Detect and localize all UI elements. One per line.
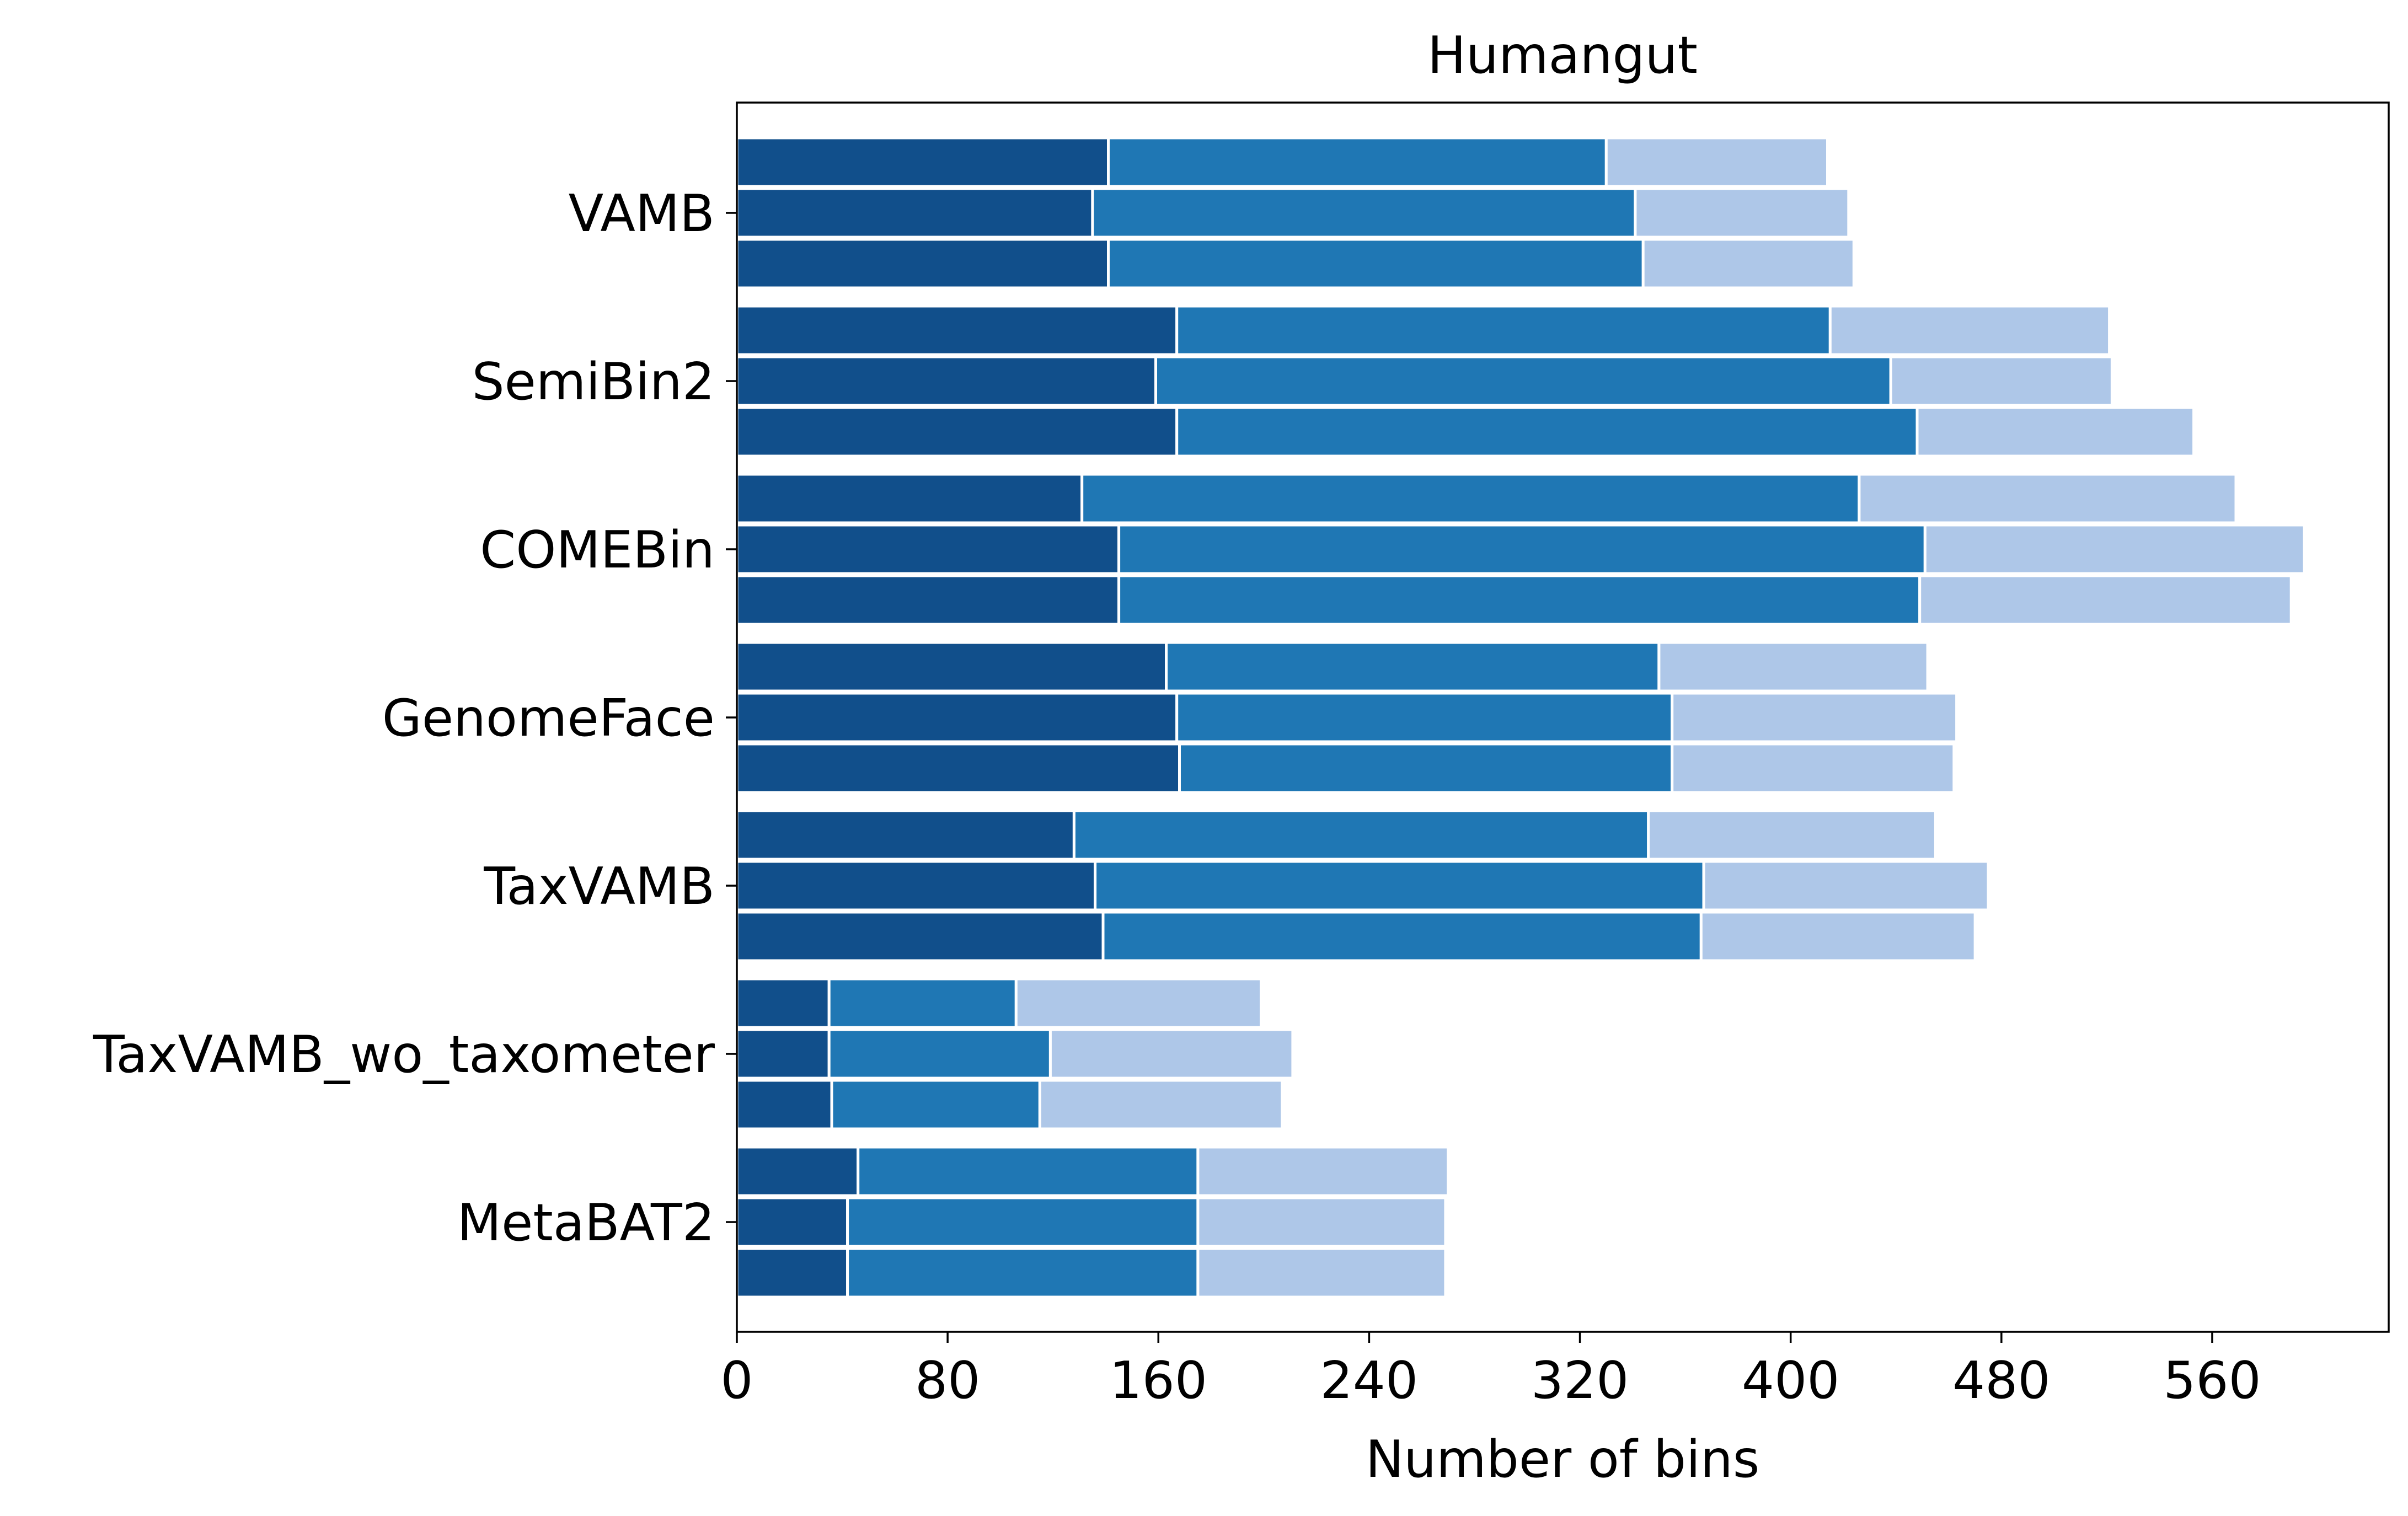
bar-segment xyxy=(735,523,1121,575)
bar-segment xyxy=(857,1145,1200,1197)
bar-segment xyxy=(1175,692,1674,743)
bar-segment xyxy=(735,910,1105,962)
bar-segment xyxy=(1014,977,1263,1029)
bar-segment xyxy=(735,238,1110,290)
y-tick-label: VAMB xyxy=(569,184,715,243)
bar-segment xyxy=(735,742,1181,794)
bar-segment xyxy=(1165,641,1661,693)
bar-segment xyxy=(1091,187,1637,239)
bar-segment xyxy=(1048,1028,1294,1080)
x-tick-label: 0 xyxy=(720,1351,753,1410)
bar-segment xyxy=(1117,523,1927,575)
bar-segment xyxy=(1178,742,1674,794)
y-tick-label: TaxVAMB_wo_taxometer xyxy=(93,1025,715,1084)
bar-segment xyxy=(1196,1145,1450,1197)
bar-segment xyxy=(1101,910,1703,962)
y-tick-label: SemiBin2 xyxy=(472,352,715,411)
bar-segment xyxy=(735,1028,831,1080)
bar-segment xyxy=(1038,1079,1284,1131)
bar-segment xyxy=(1107,238,1645,290)
bar-segment xyxy=(1657,641,1929,693)
y-tick-label: TaxVAMB xyxy=(483,856,715,916)
bar-segment xyxy=(735,473,1084,524)
bar-segment xyxy=(735,1196,849,1248)
y-tick-label: MetaBAT2 xyxy=(457,1193,715,1252)
bar-segment xyxy=(1072,809,1650,861)
bar-segment xyxy=(1094,860,1705,912)
bar-segment xyxy=(1154,355,1892,407)
bar-segment xyxy=(827,1028,1052,1080)
bar-segment xyxy=(1604,136,1829,188)
bar-segment xyxy=(735,1079,833,1131)
ticks-layer: VAMB SemiBin2 COMEBin GenomeFace TaxVAMB TaxV… xyxy=(93,184,2261,1410)
bar-segment xyxy=(1175,304,1832,356)
bar-segment xyxy=(1671,742,1956,794)
y-tick-label: COMEBin xyxy=(480,520,715,580)
bar-segment xyxy=(1117,574,1922,626)
bar-segment xyxy=(1641,238,1855,290)
bar-segment xyxy=(1702,860,1990,912)
x-tick-label: 160 xyxy=(1110,1351,1208,1410)
bar-segment xyxy=(735,355,1157,407)
bar-segment xyxy=(735,641,1168,693)
x-tick-label: 80 xyxy=(915,1351,980,1410)
bar-segment xyxy=(1175,406,1919,458)
bar-segment xyxy=(1647,809,1937,861)
bars-layer xyxy=(735,136,2306,1299)
bar-segment xyxy=(735,574,1121,626)
bar-segment xyxy=(846,1196,1200,1248)
x-tick-label: 320 xyxy=(1531,1351,1629,1410)
bar-segment xyxy=(830,1079,1041,1131)
bar-segment xyxy=(1858,473,2238,524)
bar-segment xyxy=(735,977,831,1029)
bar-segment xyxy=(735,692,1179,743)
bar-segment xyxy=(735,136,1110,188)
x-tick-label: 400 xyxy=(1742,1351,1840,1410)
x-tick-label: 240 xyxy=(1320,1351,1419,1410)
bar-segment xyxy=(1923,523,2306,575)
bar-segment xyxy=(1080,473,1861,524)
bar-segment xyxy=(735,406,1179,458)
bar-segment xyxy=(1915,406,2196,458)
bar-segment xyxy=(846,1247,1200,1299)
bar-segment xyxy=(1196,1247,1447,1299)
bar-segment xyxy=(1671,692,1958,743)
bar-segment xyxy=(735,304,1179,356)
bar-segment xyxy=(1107,136,1608,188)
bar-segment xyxy=(735,1247,849,1299)
x-axis-label: Number of bins xyxy=(1366,1429,1760,1489)
bar-segment xyxy=(735,809,1075,861)
bar-segment xyxy=(735,1145,860,1197)
x-tick-label: 560 xyxy=(2163,1351,2261,1410)
bar-segment xyxy=(1828,304,2111,356)
bar-segment xyxy=(735,860,1097,912)
bar-segment xyxy=(1196,1196,1447,1248)
bar-segment xyxy=(1699,910,1977,962)
bar-segment xyxy=(827,977,1018,1029)
y-tick-label: GenomeFace xyxy=(382,688,715,748)
x-tick-label: 480 xyxy=(1952,1351,2051,1410)
bar-segment xyxy=(1918,574,2293,626)
bar-segment xyxy=(1889,355,2113,407)
chart-title: Humangut xyxy=(1427,25,1698,85)
bar-segment xyxy=(1634,187,1850,239)
bar-segment xyxy=(735,187,1094,239)
